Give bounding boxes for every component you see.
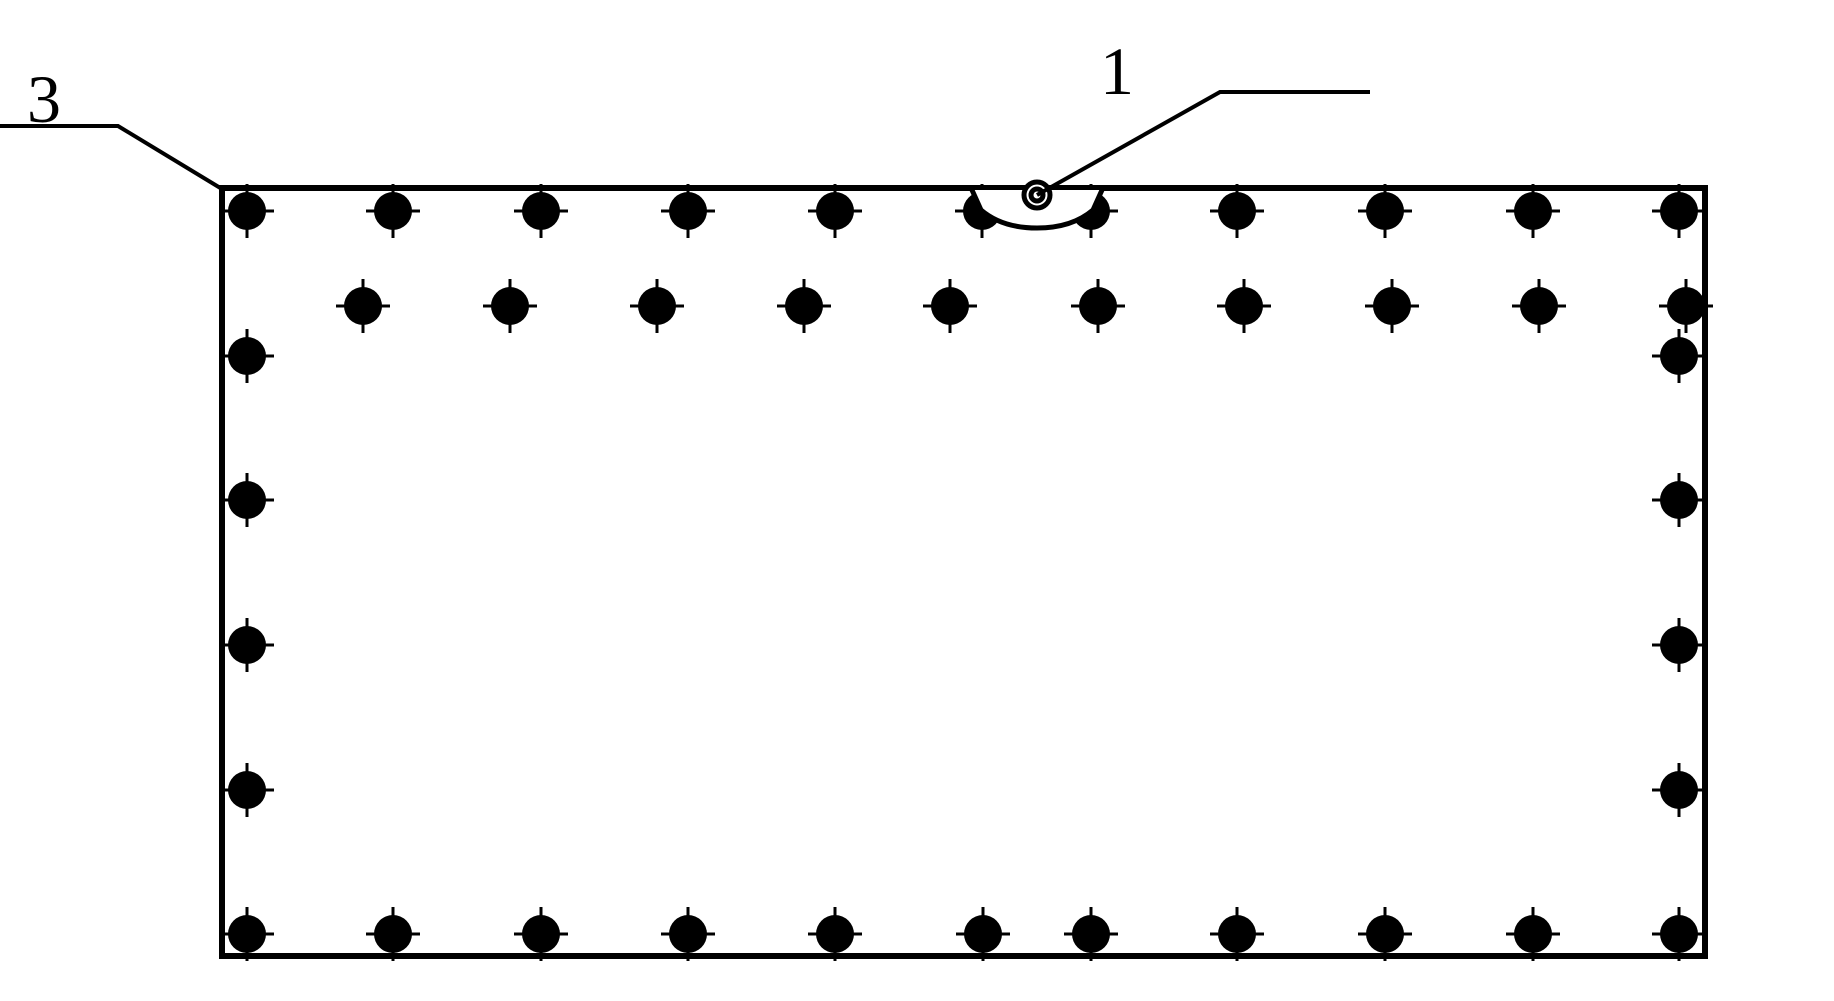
rebar-dot — [514, 184, 568, 238]
rebar-dot — [514, 907, 568, 961]
rebar-dot — [220, 184, 274, 238]
rebar-dot — [366, 907, 420, 961]
rebar-dot — [630, 279, 684, 333]
rebar-dot — [1506, 907, 1560, 961]
rebar-dot — [366, 184, 420, 238]
rebar-dot — [661, 907, 715, 961]
rebar-dot — [1652, 329, 1706, 383]
rebar-dot — [483, 279, 537, 333]
diagram-svg — [0, 0, 1834, 1001]
rebar-dot — [1064, 907, 1118, 961]
rebar-dot — [1652, 184, 1706, 238]
rebar-dot — [1652, 618, 1706, 672]
rebar-dot — [808, 907, 862, 961]
rebar-dot — [661, 184, 715, 238]
callout-leader-1 — [1037, 92, 1370, 195]
rebar-dot — [220, 329, 274, 383]
rebar-dot — [220, 618, 274, 672]
callout-label-1: 1 — [1100, 32, 1134, 111]
rebar-dot — [1512, 279, 1566, 333]
rebar-dot — [1210, 907, 1264, 961]
rebar-dot — [1358, 184, 1412, 238]
diagram-canvas: 1 3 — [0, 0, 1834, 1001]
rebar-dot — [1071, 279, 1125, 333]
rebar-dot — [1652, 473, 1706, 527]
rebar-dot — [923, 279, 977, 333]
rebar-dot — [220, 907, 274, 961]
rebar-dot — [1210, 184, 1264, 238]
rebar-dot — [1365, 279, 1419, 333]
rebar-dot — [220, 763, 274, 817]
rebar-dot — [1652, 763, 1706, 817]
rebar-dot — [1358, 907, 1412, 961]
callout-label-3: 3 — [27, 60, 61, 139]
rebar-dot — [1652, 907, 1706, 961]
rebar-dot — [1506, 184, 1560, 238]
rebar-dot — [336, 279, 390, 333]
rebar-dot — [220, 473, 274, 527]
rebar-dot — [777, 279, 831, 333]
rebar-dot — [808, 184, 862, 238]
rebar-dot — [1217, 279, 1271, 333]
rebar-dot — [956, 907, 1010, 961]
